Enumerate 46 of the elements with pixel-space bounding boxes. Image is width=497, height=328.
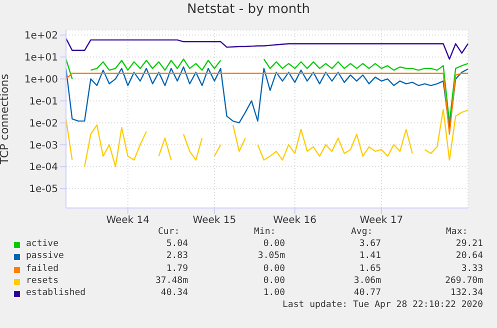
legend-label: failed [26, 264, 59, 274]
text: Max: [446, 227, 468, 237]
y-axis-title: TCP connections [0, 74, 11, 166]
text: 40.34 [160, 288, 188, 298]
text: 1.00 [263, 288, 285, 298]
y-tick-label: 1e+02 [24, 30, 58, 42]
text: 3.06m [354, 276, 381, 286]
y-tick-label: 1e-04 [29, 162, 58, 174]
text: 1.79 [166, 264, 188, 274]
x-tick-label: Week 15 [192, 215, 236, 226]
x-tick-label: Week 14 [106, 215, 150, 226]
text: 1.65 [359, 264, 381, 274]
text: 3.05m [258, 251, 285, 262]
legend-label: active [26, 239, 59, 250]
text: Min: [254, 227, 276, 237]
text: 0.00 [263, 239, 285, 250]
text: 1.41 [359, 251, 381, 262]
y-tick-label: 1e-03 [29, 140, 58, 152]
y-tick-label: 1e-01 [29, 96, 58, 108]
text: 5.04 [166, 239, 188, 250]
text: 40.77 [354, 288, 381, 298]
y-tick-label: 1e-02 [29, 118, 58, 130]
text: 3.67 [359, 239, 381, 250]
legend-label: established [26, 288, 86, 298]
text: 0.00 [263, 276, 285, 286]
line-series [65, 38, 469, 60]
text: 3.33 [461, 264, 483, 274]
legend-label: resets [26, 276, 59, 286]
legend-label: passive [26, 251, 64, 262]
text: Last update: Tue Apr 28 22:10:22 2020 [282, 300, 483, 310]
text: Avg: [351, 227, 373, 237]
y-tick-label: 1e+01 [24, 52, 58, 64]
text: 132.34 [450, 288, 483, 298]
text: 20.64 [456, 251, 483, 262]
text: 37.48m [155, 276, 188, 286]
text: 29.21 [456, 239, 483, 250]
x-tick-label: Week 17 [360, 215, 404, 226]
line-series [65, 72, 469, 135]
x-tick-label: Week 16 [273, 215, 316, 226]
y-tick-label: 1e-05 [29, 184, 58, 196]
text: 0.00 [263, 264, 285, 274]
text: 2.83 [166, 251, 188, 262]
text: 269.70m [445, 276, 483, 286]
chart-title: Netstat - by month [186, 2, 311, 17]
text: Cur: [158, 227, 180, 237]
y-tick-label: 1e+00 [24, 74, 58, 86]
